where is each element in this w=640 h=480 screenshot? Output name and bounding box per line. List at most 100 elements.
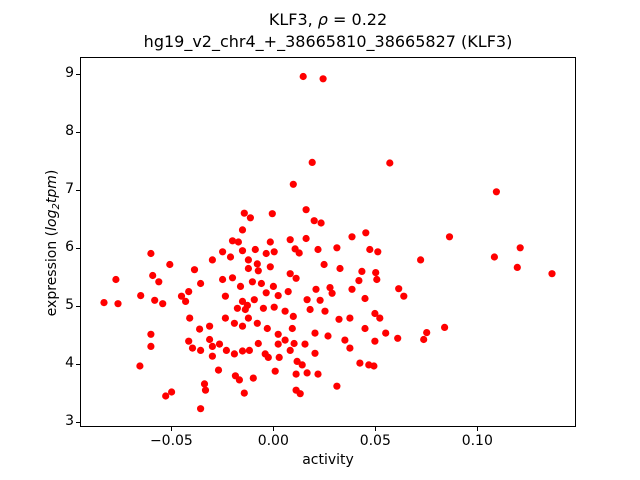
data-point xyxy=(292,370,300,378)
data-point xyxy=(219,248,227,256)
data-point xyxy=(238,322,247,330)
data-point xyxy=(288,324,296,333)
data-point xyxy=(306,305,314,314)
data-point xyxy=(311,349,319,357)
data-point xyxy=(188,344,197,352)
data-point xyxy=(262,249,270,258)
data-point xyxy=(244,256,252,264)
chart-title: KLF3, ρ = 0.22 xyxy=(268,10,388,29)
data-point xyxy=(296,390,304,398)
data-point xyxy=(311,329,319,337)
data-point xyxy=(274,340,282,348)
data-point xyxy=(324,332,332,340)
y-tick-mark xyxy=(76,247,80,249)
data-point xyxy=(321,307,329,315)
data-point xyxy=(293,357,301,365)
data-point xyxy=(303,296,311,304)
data-point xyxy=(222,346,230,354)
data-point xyxy=(136,362,144,370)
data-point xyxy=(208,342,216,350)
data-point xyxy=(147,249,155,258)
data-point xyxy=(302,234,310,243)
data-point xyxy=(230,319,238,327)
data-point xyxy=(320,260,328,269)
data-point xyxy=(226,253,235,261)
data-point xyxy=(250,296,258,304)
data-point xyxy=(366,245,374,254)
data-point xyxy=(490,253,498,261)
y-tick-label: 7 xyxy=(65,180,74,197)
data-point xyxy=(151,296,159,304)
data-point xyxy=(281,307,289,315)
y-tick-mark xyxy=(76,189,80,191)
data-point xyxy=(196,325,204,333)
data-point xyxy=(289,180,297,188)
data-point xyxy=(303,369,311,377)
data-point xyxy=(513,263,521,271)
data-point xyxy=(286,346,294,354)
data-point xyxy=(371,309,379,318)
data-point xyxy=(335,315,343,323)
data-point xyxy=(236,282,245,290)
data-point xyxy=(348,233,356,241)
y-axis-label: expression (log2tpm) xyxy=(44,169,62,317)
data-point xyxy=(274,292,282,300)
data-point xyxy=(373,275,381,284)
data-point xyxy=(114,300,122,308)
data-point xyxy=(346,314,354,322)
data-point xyxy=(254,339,262,348)
data-point xyxy=(185,337,193,345)
data-point xyxy=(244,314,252,322)
y-tick-mark xyxy=(76,131,80,133)
data-point xyxy=(445,233,454,241)
data-point xyxy=(228,237,237,245)
data-point xyxy=(361,324,369,333)
data-point xyxy=(238,347,247,355)
data-point xyxy=(214,366,223,374)
data-point xyxy=(328,289,336,297)
data-point xyxy=(281,336,289,344)
data-point xyxy=(238,226,247,234)
data-point xyxy=(185,288,193,296)
data-point xyxy=(382,329,390,337)
y-tick-mark xyxy=(76,421,80,423)
data-point xyxy=(423,329,431,337)
data-point xyxy=(395,285,403,293)
data-point xyxy=(249,374,257,382)
data-point xyxy=(346,344,354,352)
data-point xyxy=(235,376,243,384)
data-point xyxy=(162,392,170,400)
x-tick-label: 0.05 xyxy=(359,433,391,449)
y-tick-label: 4 xyxy=(65,354,74,371)
data-point xyxy=(186,314,194,322)
data-point xyxy=(246,214,254,222)
data-point xyxy=(341,336,349,344)
data-point xyxy=(263,324,271,333)
data-point xyxy=(348,285,356,293)
data-point xyxy=(441,323,449,331)
data-point xyxy=(257,279,265,288)
data-point xyxy=(233,304,241,312)
data-point xyxy=(271,367,279,375)
data-point xyxy=(240,209,248,217)
y-tick-mark xyxy=(76,73,80,75)
data-point xyxy=(149,271,157,280)
data-point xyxy=(319,75,327,83)
data-point xyxy=(336,264,344,273)
data-point xyxy=(259,304,267,312)
data-point xyxy=(314,370,322,378)
data-point xyxy=(310,217,318,225)
data-point xyxy=(215,340,224,348)
data-point xyxy=(168,388,176,396)
data-point xyxy=(197,346,205,354)
x-axis-label: activity xyxy=(302,452,354,468)
data-point xyxy=(333,244,341,252)
data-point xyxy=(182,297,190,305)
data-point xyxy=(221,314,229,322)
data-point xyxy=(112,275,120,284)
data-point xyxy=(243,301,251,309)
data-point xyxy=(492,188,500,196)
data-point xyxy=(221,292,229,300)
data-point xyxy=(400,292,408,300)
